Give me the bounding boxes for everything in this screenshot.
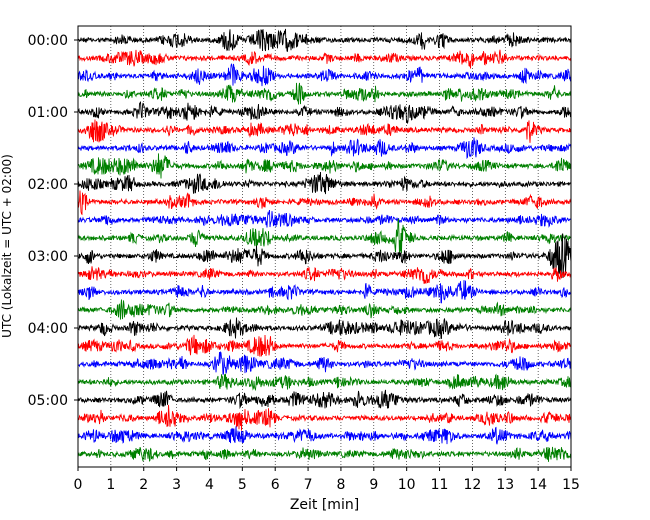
trace-line [77,172,572,195]
trace-line [77,351,572,375]
x-tick-label: 2 [139,477,148,493]
y-tick-label: 05:00 [28,393,68,409]
y-axis: 00:00 01:00 02:00 03:00 04:00 05:00 [28,33,78,409]
y-axis-label: UTC (Lokalzeit = UTC + 02:00) [0,154,14,338]
trace-line [77,266,572,285]
x-tick-label: 3 [172,477,181,493]
trace-line [77,426,572,445]
plot-frame [77,25,572,468]
trace-line [77,119,572,143]
x-tick-label: 9 [369,477,378,493]
x-tick-label: 4 [205,477,214,493]
trace-line [77,209,572,228]
x-tick-label: 5 [238,477,247,493]
y-tick-label: 00:00 [28,33,68,49]
trace-line [77,63,572,87]
y-tick-label: 04:00 [28,321,68,337]
trace-line [77,373,572,392]
trace-line [77,49,572,69]
trace-line [77,137,572,160]
x-tick-label: 10 [398,477,416,493]
x-axis-label: Zeit [min] [290,497,359,513]
trace-line [77,190,572,216]
x-tick-label: 6 [271,477,280,493]
trace-line [77,389,572,410]
trace-line [77,299,572,320]
trace-line [77,218,572,256]
trace-line [77,404,572,431]
x-tick-label: 1 [106,477,115,493]
y-tick-label: 03:00 [28,249,68,265]
trace-line [77,280,572,304]
x-tick-label: 15 [562,477,580,493]
x-tick-label: 14 [529,477,547,493]
seismic-traces [77,28,572,463]
trace-line [77,153,572,179]
x-tick-label: 13 [496,477,514,493]
x-tick-label: 8 [336,477,345,493]
trace-line [77,233,572,279]
trace-line [77,28,572,53]
trace-line [77,446,572,463]
y-tick-label: 02:00 [28,177,68,193]
trace-line [77,334,572,357]
trace-line [77,101,572,124]
y-tick-label: 01:00 [28,105,68,121]
x-axis: 0 1 2 3 4 5 6 7 8 9 10 11 12 13 14 15 [74,467,580,493]
x-tick-label: 7 [304,477,313,493]
x-tick-label: 11 [431,477,449,493]
x-tick-label: 0 [74,477,83,493]
trace-line [77,317,572,339]
trace-line [77,82,572,105]
x-tick-label: 12 [463,477,481,493]
